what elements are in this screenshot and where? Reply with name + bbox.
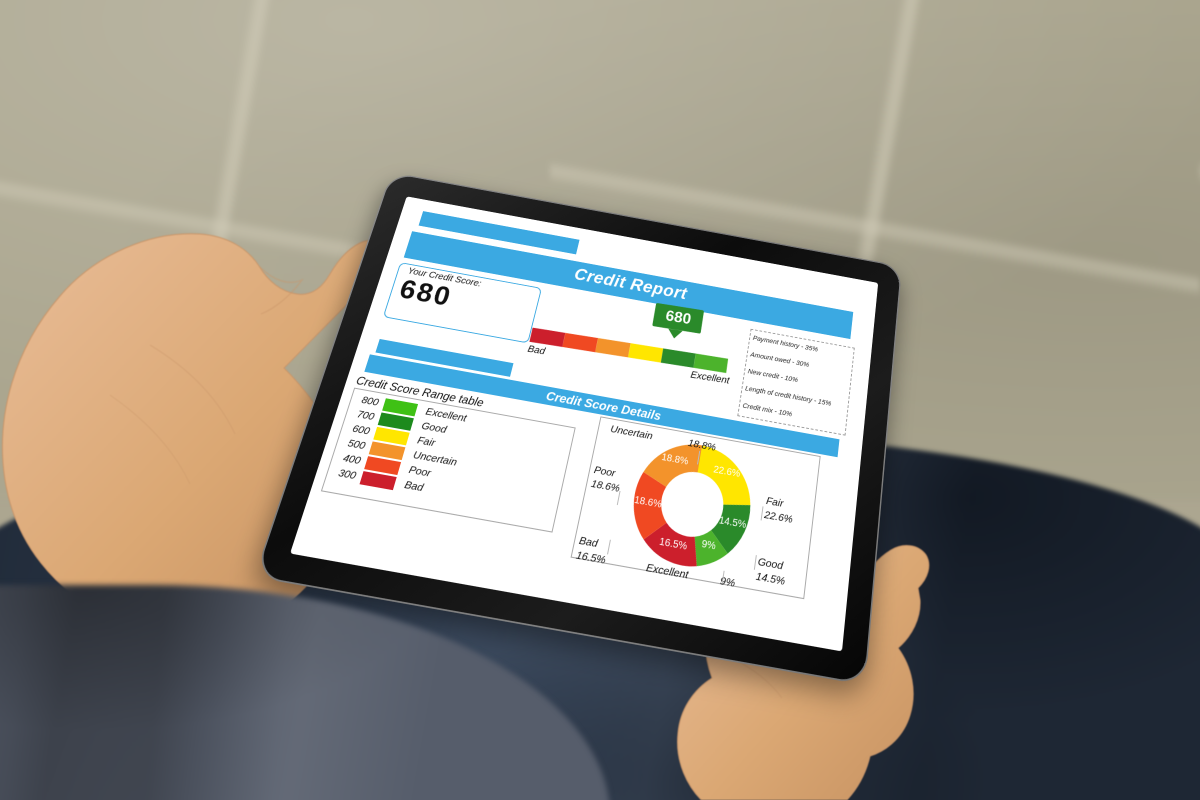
svg-text:9%: 9%	[701, 537, 717, 552]
